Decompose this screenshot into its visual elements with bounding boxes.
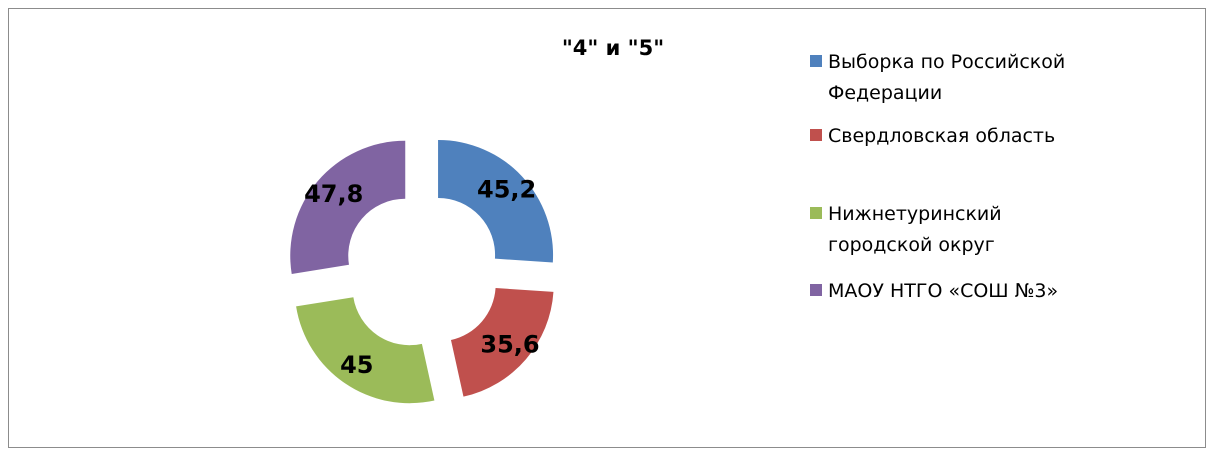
donut-segment [438,139,554,263]
donut-segment [290,140,406,274]
legend-label: МАОУ НТГО «СОШ №3» [828,280,1059,302]
legend-item: Свердловская область [810,121,1083,152]
legend-label: Свердловская область [828,125,1056,147]
data-label: 45,2 [477,176,536,204]
legend-swatch [810,129,822,141]
legend-item: Нижнетуринский городской округ [810,199,1083,261]
legend-label: Нижнетуринский городской округ [828,203,1002,256]
legend-swatch [810,55,822,67]
chart-frame [8,8,1206,448]
donut-segment [450,288,554,397]
legend-swatch [810,284,822,296]
data-label: 45 [340,351,373,379]
legend-item: Выборка по Российской Федерации [810,47,1083,109]
donut-segment [296,297,435,404]
legend-label: Выборка по Российской Федерации [828,51,1066,104]
data-label: 47,8 [304,180,363,208]
legend-item: МАОУ НТГО «СОШ №3» [810,276,1083,307]
legend-swatch [810,207,822,219]
data-label: 35,6 [480,331,539,359]
chart-title: "4" и "5" [561,36,665,60]
